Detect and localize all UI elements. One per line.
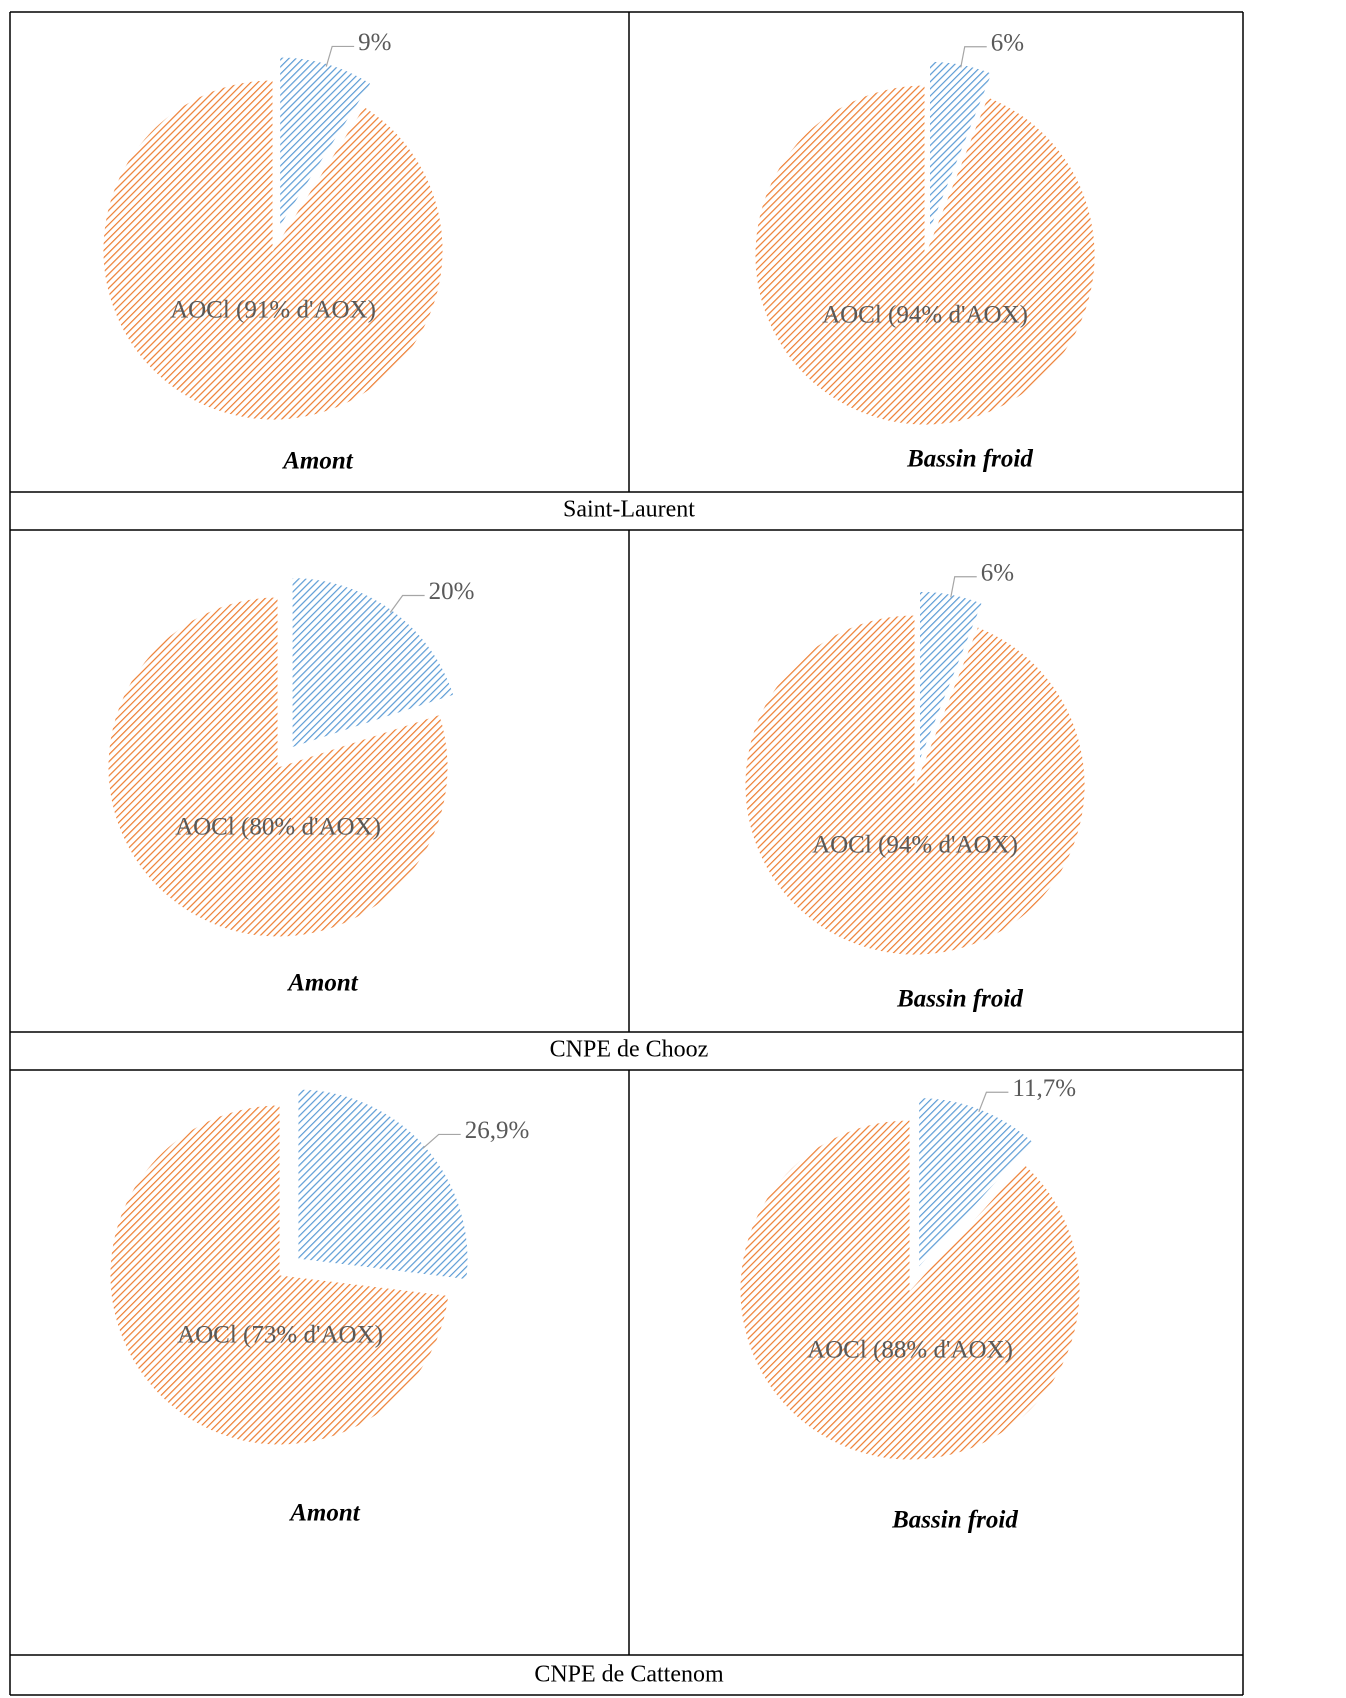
value-label: AOCl (94% d'AOX) bbox=[812, 832, 1018, 859]
row-caption: Saint-Laurent bbox=[563, 497, 695, 523]
value-label: 9% bbox=[358, 29, 391, 56]
pie-slice bbox=[754, 84, 1096, 426]
value-label: AOCl (80% d'AOX) bbox=[175, 814, 381, 841]
leader-line bbox=[422, 1133, 461, 1149]
value-label: 26,9% bbox=[465, 1117, 530, 1144]
table-borders bbox=[9, 11, 1244, 1696]
value-label: AOCl (73% d'AOX) bbox=[177, 1322, 383, 1349]
pie-slice bbox=[744, 614, 1086, 956]
value-label: AOCl (88% d'AOX) bbox=[807, 1337, 1013, 1364]
pie-slice bbox=[297, 1088, 469, 1281]
row-caption: CNPE de Chooz bbox=[550, 1037, 709, 1063]
leader-line bbox=[325, 45, 355, 67]
chart-title: Bassin froid bbox=[891, 1507, 1018, 1534]
value-label: AOCl (94% d'AOX) bbox=[822, 302, 1028, 329]
chart-title: Bassin froid bbox=[896, 986, 1023, 1013]
chart-title: Amont bbox=[281, 448, 354, 475]
value-label: 20% bbox=[429, 578, 475, 605]
row-caption: CNPE de Cattenom bbox=[534, 1662, 724, 1688]
value-label: 6% bbox=[991, 29, 1024, 56]
leader-line bbox=[960, 46, 987, 68]
chart-title: Amont bbox=[286, 970, 359, 997]
leader-line bbox=[978, 1091, 1009, 1113]
pie-slice bbox=[109, 1104, 450, 1446]
value-label: 6% bbox=[981, 559, 1014, 586]
pie-slice bbox=[107, 596, 449, 938]
pie-slice bbox=[102, 79, 444, 421]
chart-title: Amont bbox=[288, 1500, 361, 1527]
pie-slice bbox=[739, 1119, 1081, 1461]
leader-line bbox=[389, 594, 425, 613]
value-label: 11,7% bbox=[1012, 1075, 1076, 1102]
leader-line bbox=[950, 576, 977, 598]
chart-title: Bassin froid bbox=[906, 446, 1033, 473]
value-label: AOCl (91% d'AOX) bbox=[170, 297, 376, 324]
